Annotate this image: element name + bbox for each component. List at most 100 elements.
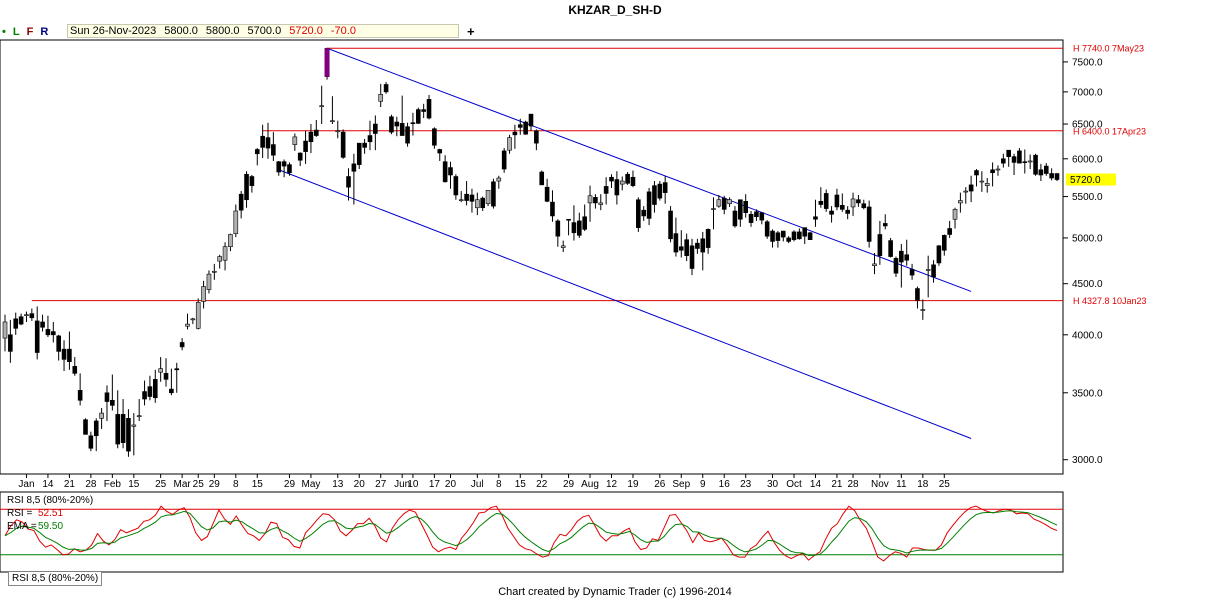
candle — [56, 334, 61, 361]
toolbar: • L F R — [2, 25, 55, 39]
candle — [904, 239, 910, 266]
candle — [464, 181, 469, 206]
add-icon[interactable]: + — [467, 24, 475, 39]
candle-body — [340, 131, 346, 158]
candle — [893, 256, 899, 277]
candle-body — [619, 180, 625, 185]
candle — [738, 199, 743, 227]
candle — [18, 313, 24, 326]
candle — [244, 171, 249, 208]
candle-body — [383, 84, 389, 93]
r-button[interactable]: R — [40, 26, 49, 38]
candle-body — [1027, 160, 1033, 163]
candle-body — [931, 264, 936, 278]
candle-body — [491, 181, 496, 207]
candle-body — [8, 334, 13, 352]
candle-body — [18, 316, 24, 325]
candle-body — [899, 250, 904, 263]
candle-body — [222, 246, 228, 261]
candle-body — [764, 221, 770, 237]
candle — [120, 399, 126, 449]
h-line-label: H 7740.0 7May23 — [1073, 44, 1144, 54]
f-button[interactable]: F — [26, 26, 34, 38]
candle — [212, 263, 217, 280]
x-tick-label: 21 — [831, 479, 843, 490]
candle-body — [958, 200, 963, 204]
candle-body — [1033, 154, 1038, 175]
h-line-label: H 4327.8 10Jan23 — [1073, 296, 1147, 306]
candle-body — [593, 197, 598, 204]
candle — [958, 192, 963, 213]
candle — [426, 94, 432, 120]
candle-body — [421, 109, 426, 112]
candle-body — [925, 269, 931, 271]
candle-body — [480, 197, 485, 209]
info-close: 5720.0 — [289, 25, 323, 37]
candle-body — [115, 414, 121, 445]
candle-body — [968, 184, 974, 192]
candle — [920, 299, 926, 320]
candle-body — [442, 161, 448, 183]
status-dot-icon[interactable]: • — [2, 26, 6, 38]
candle-body — [829, 210, 834, 215]
rsi-tab[interactable]: RSI 8,5 (80%-20%) — [8, 572, 103, 586]
candle-body — [662, 182, 668, 193]
candle-body — [152, 379, 158, 399]
candle — [442, 155, 448, 183]
candle-body — [287, 164, 292, 174]
candle — [550, 190, 555, 222]
candle — [995, 165, 1001, 176]
candle-body — [775, 232, 781, 241]
candle-body — [228, 234, 233, 248]
x-tick-label: 15 — [252, 479, 264, 490]
ema-label: EMA = — [7, 521, 37, 532]
info-date: Sun 26-Nov-2023 — [70, 25, 157, 37]
candle-body — [727, 199, 732, 205]
candle — [346, 168, 351, 201]
candle-body — [528, 113, 534, 127]
x-tick-label: 14 — [810, 479, 822, 490]
x-tick-label: 27 — [375, 479, 387, 490]
candle — [877, 220, 883, 265]
candle-body — [882, 223, 888, 227]
candle-body — [700, 238, 706, 253]
x-tick-label: 26 — [654, 479, 666, 490]
price-pane — [0, 39, 1064, 475]
x-tick-label: Oct — [786, 479, 802, 490]
candle-body — [587, 195, 593, 204]
candle — [1006, 149, 1011, 167]
candle — [233, 204, 239, 238]
x-tick-label: 9 — [700, 479, 706, 490]
candle-body — [271, 144, 276, 156]
candle — [410, 112, 416, 136]
y-tick-label: 7500.0 — [1072, 57, 1103, 68]
x-tick-label: 20 — [445, 479, 457, 490]
candle — [276, 160, 282, 176]
candle — [931, 260, 936, 283]
candle-body — [297, 152, 303, 161]
candle-body — [72, 366, 78, 374]
candle-body — [646, 191, 652, 219]
trend-channel — [278, 47, 972, 439]
candle-body — [866, 206, 872, 242]
l-button[interactable]: L — [12, 26, 20, 38]
candle-body — [807, 232, 813, 240]
candle — [614, 171, 620, 205]
x-tick-label: 23 — [740, 479, 752, 490]
candle — [415, 107, 421, 125]
candle — [1022, 149, 1028, 174]
candle-body — [673, 233, 679, 253]
candle-body — [319, 105, 324, 108]
candle — [512, 124, 518, 149]
candle — [249, 175, 255, 193]
info-high: 5800.0 — [205, 25, 240, 37]
candle-body — [577, 220, 582, 236]
x-tick-label: 19 — [627, 479, 639, 490]
candle-body — [351, 163, 357, 172]
candle — [40, 314, 45, 332]
ohlc-infobar: Sun 26-Nov-2023 5800.0 5800.0 5700.0 572… — [67, 24, 459, 38]
candle — [534, 129, 539, 151]
candle-body — [517, 124, 523, 128]
candle-body — [147, 386, 153, 397]
